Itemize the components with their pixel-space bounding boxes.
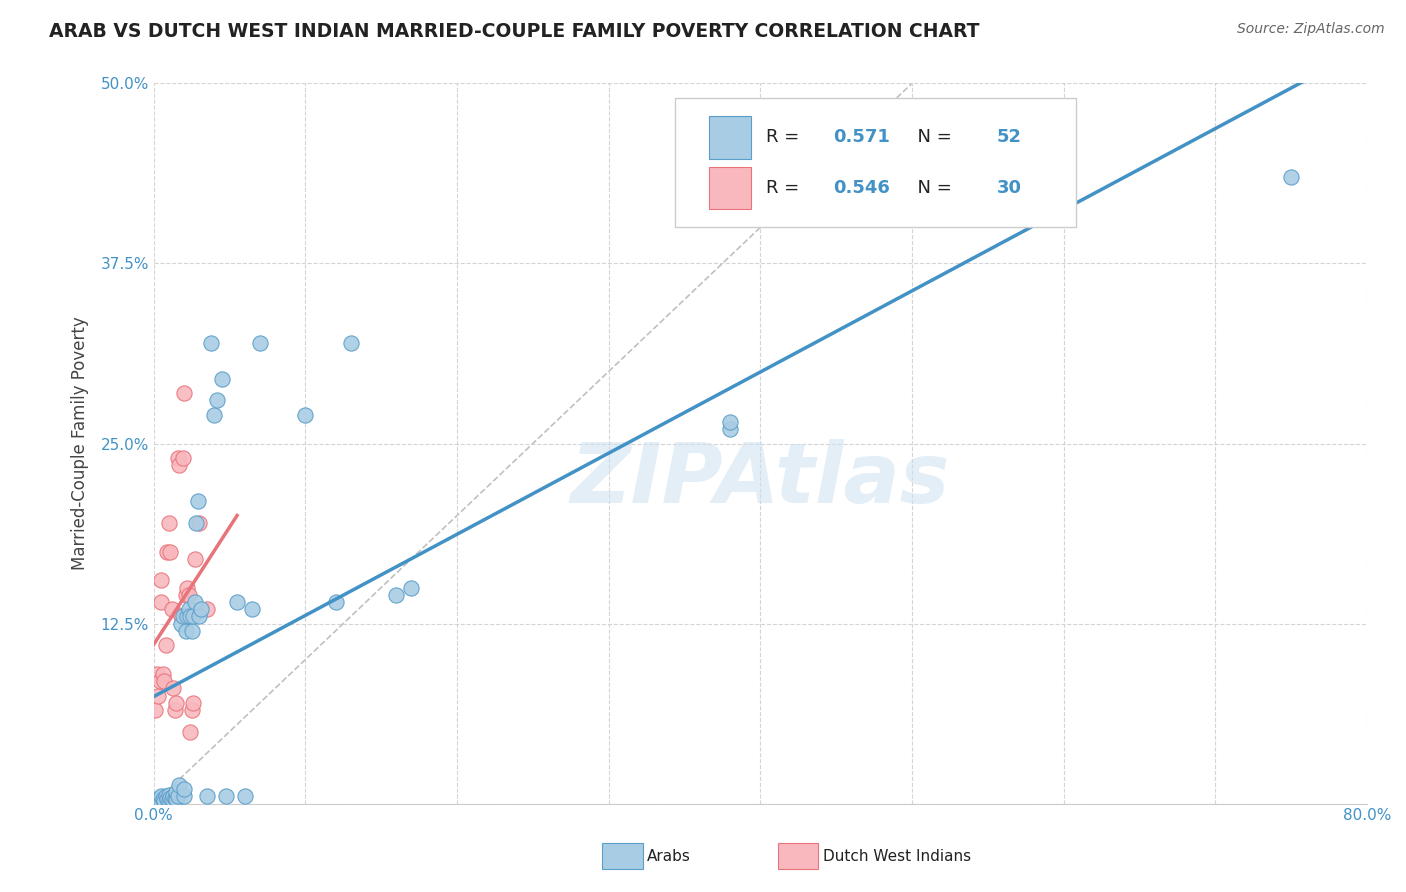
Point [148,794,170,808]
Text: Source: ZipAtlas.com: Source: ZipAtlas.com [1237,22,1385,37]
Point [163,703,186,717]
Text: R =: R = [766,128,806,146]
Point [155,638,177,652]
Point [167,450,190,465]
Point [153,674,176,689]
Point [718,422,741,436]
Point [177,588,200,602]
Point [152,667,174,681]
Point [162,681,184,696]
Point [172,450,194,465]
Point [240,602,263,616]
Text: Arabs: Arabs [647,849,690,863]
Point [150,595,173,609]
Point [207,393,229,408]
Text: ARAB VS DUTCH WEST INDIAN MARRIED-COUPLE FAMILY POVERTY CORRELATION CHART: ARAB VS DUTCH WEST INDIAN MARRIED-COUPLE… [49,22,980,41]
Point [183,551,205,566]
Point [340,335,363,350]
Point [159,790,181,805]
Point [188,609,211,624]
Point [190,602,212,616]
Point [195,602,218,616]
Text: 52: 52 [997,128,1022,146]
Point [162,789,184,804]
Point [226,595,249,609]
Point [195,789,218,804]
Point [177,602,200,616]
Point [233,789,256,804]
Point [145,792,167,806]
Point [176,581,198,595]
Point [155,789,177,804]
Point [170,609,193,624]
Point [187,494,209,508]
Point [150,795,173,809]
Text: 30: 30 [997,179,1022,197]
Point [180,703,202,717]
Point [156,792,179,806]
Point [176,609,198,624]
Point [181,609,204,624]
Point [157,788,180,802]
Text: R =: R = [766,179,806,197]
FancyBboxPatch shape [675,98,1076,227]
Text: ZIPAtlas: ZIPAtlas [571,439,950,520]
Point [169,458,191,472]
Point [1279,170,1302,185]
Point [143,703,166,717]
Point [294,408,316,422]
Point [202,408,225,422]
Point [160,602,183,616]
Point [150,789,173,804]
Text: 0.571: 0.571 [832,128,890,146]
Point [200,335,222,350]
Point [149,674,172,689]
Point [159,544,181,558]
Point [156,544,179,558]
Point [157,516,180,530]
Point [385,588,408,602]
Point [215,789,238,804]
Point [170,616,193,631]
Point [181,696,204,710]
Point [163,790,186,805]
Point [179,609,201,624]
Point [160,792,183,806]
Y-axis label: Married-Couple Family Poverty: Married-Couple Family Poverty [72,317,89,570]
Point [186,516,208,530]
Point [325,595,347,609]
Point [174,624,197,638]
Point [169,778,191,792]
Point [174,588,197,602]
Point [173,386,195,401]
Point [157,794,180,808]
Point [249,335,271,350]
Point [211,372,233,386]
FancyBboxPatch shape [709,116,751,159]
Point [718,415,741,429]
Point [183,595,205,609]
Text: Dutch West Indians: Dutch West Indians [823,849,970,863]
Point [152,792,174,806]
FancyBboxPatch shape [709,167,751,209]
Point [179,724,201,739]
Point [149,790,172,805]
Point [167,789,190,804]
Text: 0.546: 0.546 [832,179,890,197]
Point [150,574,173,588]
Point [145,667,167,681]
Point [148,689,170,703]
Point [166,696,188,710]
Point [172,609,194,624]
Point [401,581,423,595]
Text: N =: N = [905,179,957,197]
Text: N =: N = [905,128,957,146]
Point [173,782,195,797]
Point [153,794,176,808]
Point [188,516,211,530]
Point [166,792,188,806]
Point [166,785,188,799]
Point [173,789,195,804]
Point [180,624,202,638]
